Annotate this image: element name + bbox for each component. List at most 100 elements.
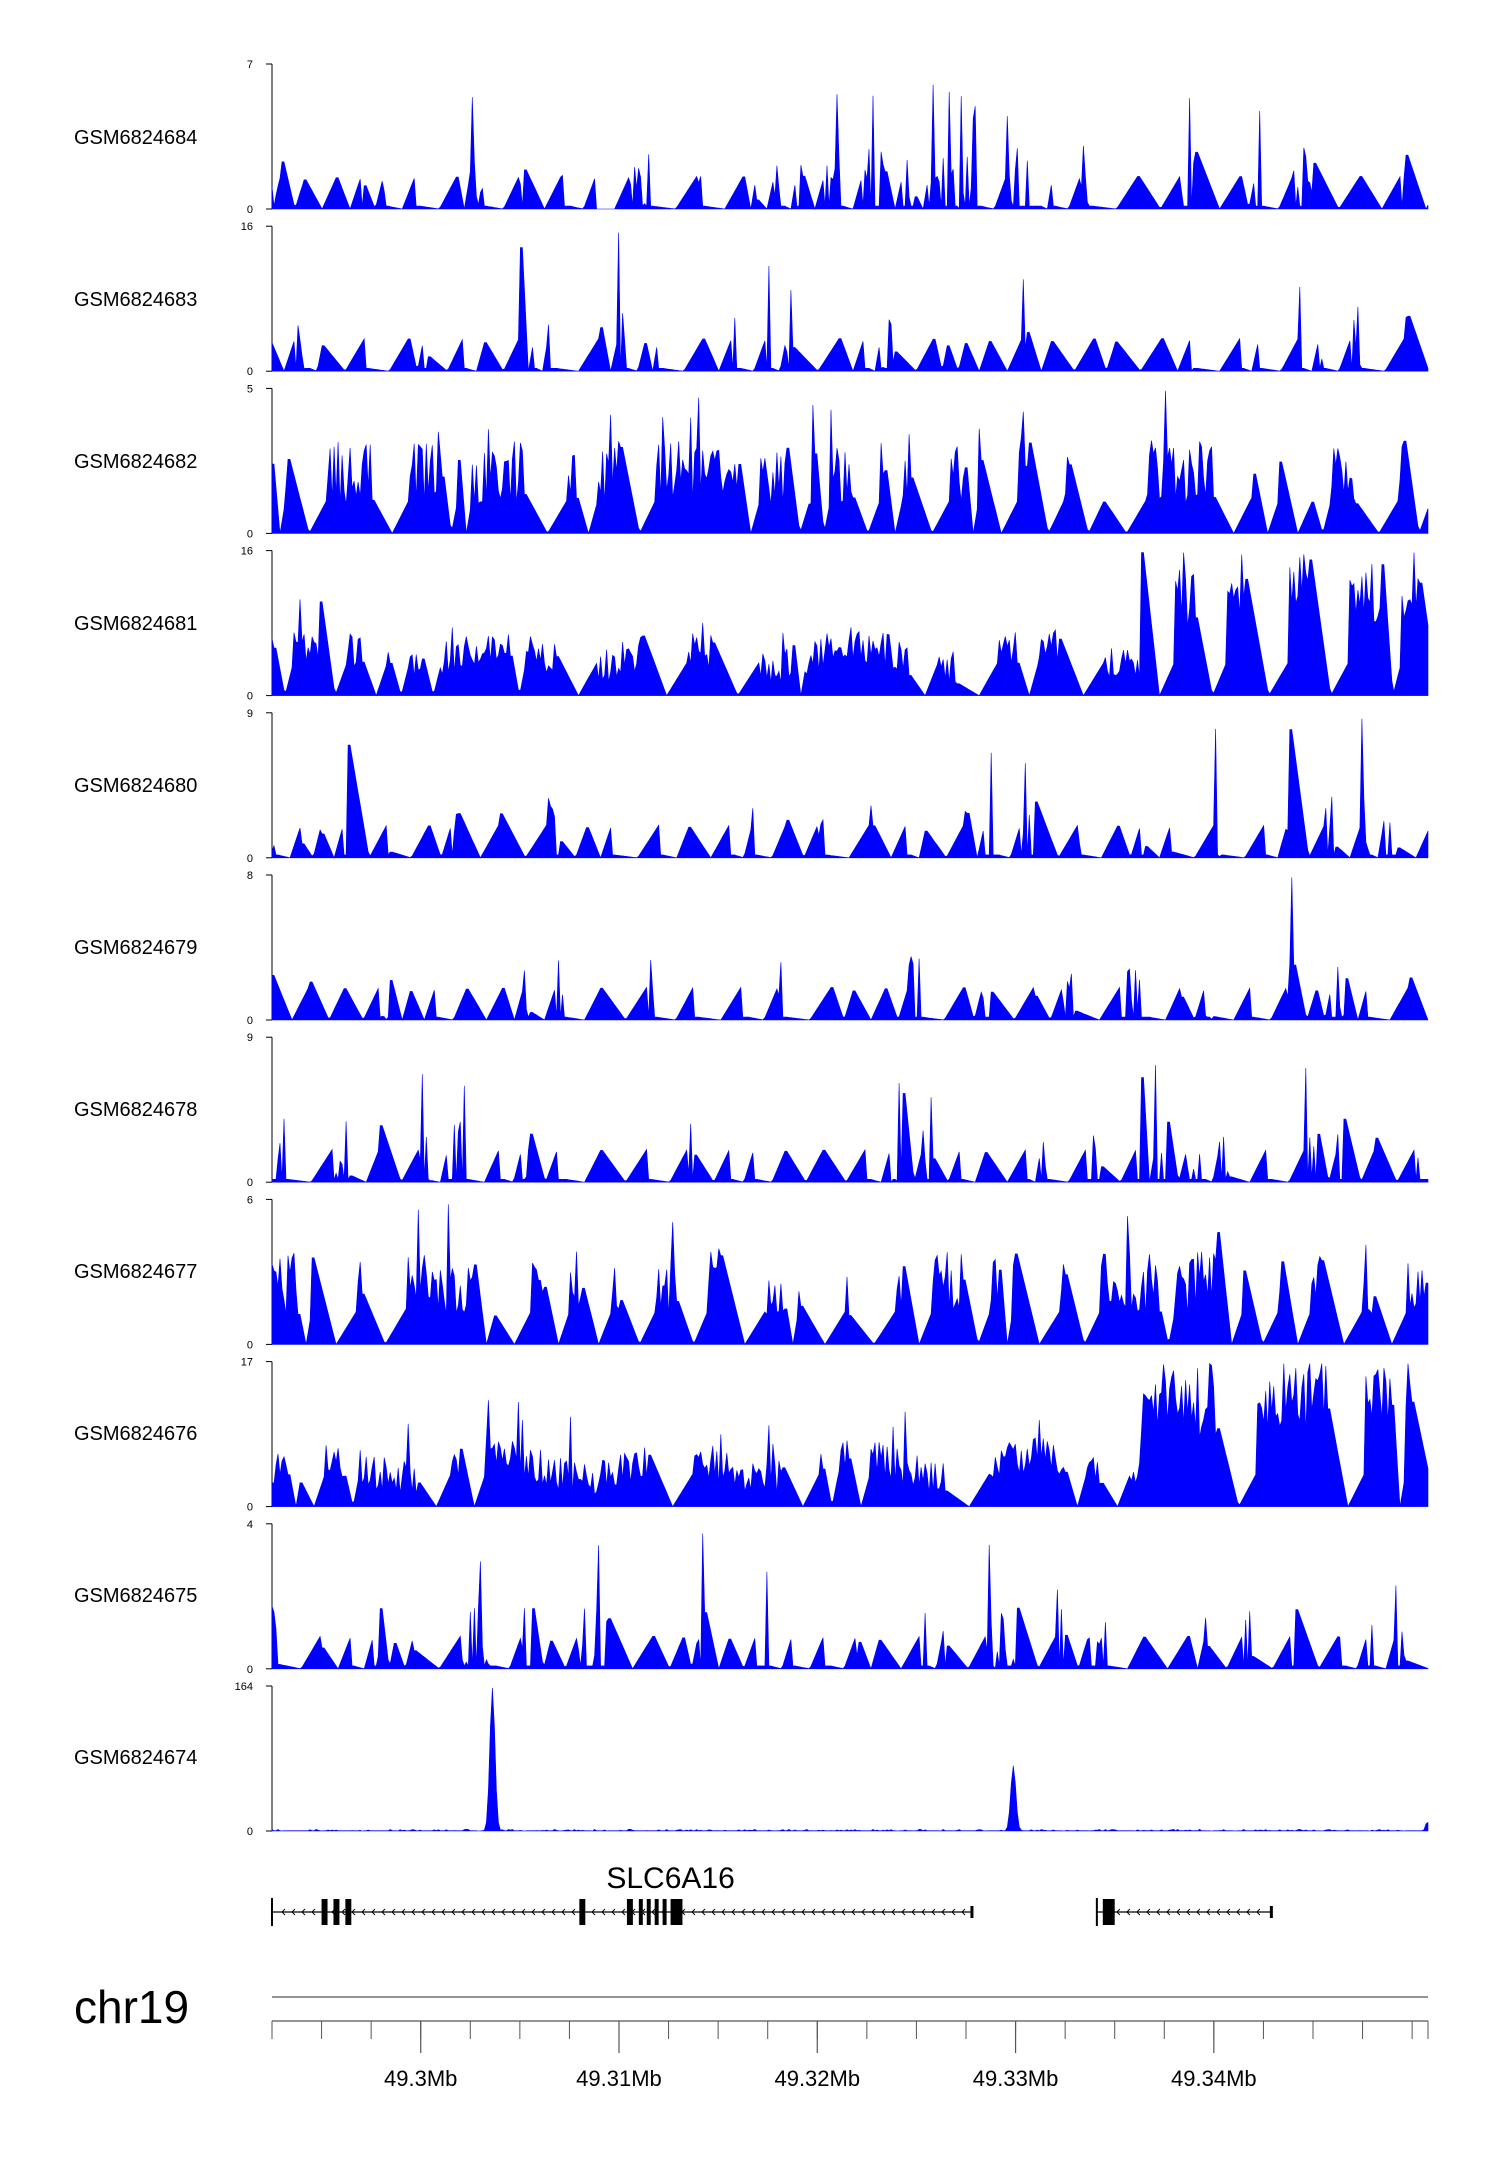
strand-chevron [831,1908,836,1916]
strand-chevron [391,1908,396,1916]
strand-chevron [1136,1908,1141,1916]
strand-chevron [621,1908,626,1916]
track-label: GSM6824675 [74,1585,198,1607]
exon-block [321,1899,328,1925]
axis-tick-label: 49.32Mb [774,2066,860,2091]
strand-chevron [1236,1908,1241,1916]
track-label: GSM6824680 [74,775,198,797]
strand-chevron [531,1908,536,1916]
strand-chevron [801,1908,806,1916]
strand-chevron [351,1908,356,1916]
strand-chevron [451,1908,456,1916]
strand-chevron [771,1908,776,1916]
strand-chevron [361,1908,366,1916]
strand-chevron [881,1908,886,1916]
strand-chevron [611,1908,616,1916]
gene-name-label: SLC6A16 [606,1862,734,1895]
signal-area-GSM6824674 [271,1687,1429,1832]
y-min-label: 0 [247,1177,253,1189]
strand-chevron [911,1908,916,1916]
exon-block [1102,1899,1115,1925]
strand-chevron [1226,1908,1231,1916]
strand-chevron [841,1908,846,1916]
axis-tick-label: 49.34Mb [1171,2066,1257,2091]
signal-area-GSM6824681 [271,552,1429,697]
strand-chevron [411,1908,416,1916]
exon-block [646,1899,651,1925]
strand-chevron [431,1908,436,1916]
axis-tick-label: 49.3Mb [384,2066,457,2091]
signal-area-GSM6824679 [271,877,1429,1022]
y-max-label: 8 [247,870,253,882]
strand-chevron [891,1908,896,1916]
y-max-label: 4 [247,1519,253,1531]
strand-chevron [851,1908,856,1916]
strand-chevron [591,1908,596,1916]
signal-area-GSM6824677 [271,1204,1429,1346]
exon-block [670,1899,683,1925]
signal-area-GSM6824676 [271,1362,1429,1508]
strand-chevron [1246,1908,1251,1916]
strand-chevron [961,1908,966,1916]
signal-area-GSM6824678 [271,1065,1429,1183]
signal-area-GSM6824675 [271,1533,1429,1670]
strand-chevron [421,1908,426,1916]
strand-chevron [691,1908,696,1916]
y-min-label: 0 [247,1664,253,1676]
strand-chevron [871,1908,876,1916]
strand-chevron [401,1908,406,1916]
strand-chevron [901,1908,906,1916]
signal-area-GSM6824680 [271,718,1429,859]
strand-chevron [381,1908,386,1916]
exon-block [654,1899,659,1925]
y-min-label: 0 [247,1015,253,1027]
y-max-label: 9 [247,1032,253,1044]
strand-chevron [491,1908,496,1916]
strand-chevron [931,1908,936,1916]
strand-chevron [541,1908,546,1916]
y-min-label: 0 [247,1826,253,1838]
chromosome-label: chr19 [74,1981,190,2033]
strand-chevron [721,1908,726,1916]
strand-chevron [511,1908,516,1916]
strand-chevron [441,1908,446,1916]
strand-chevron [561,1908,566,1916]
strand-chevron [471,1908,476,1916]
strand-chevron [481,1908,486,1916]
y-max-label: 17 [241,1357,253,1369]
track-label: GSM6824681 [74,613,198,635]
strand-chevron [761,1908,766,1916]
track-label: GSM6824676 [74,1423,198,1445]
strand-chevron [1206,1908,1211,1916]
strand-chevron [1186,1908,1191,1916]
strand-chevron [1216,1908,1221,1916]
y-min-label: 0 [247,366,253,378]
y-min-label: 0 [247,528,253,540]
axis-tick-label: 49.31Mb [576,2066,662,2091]
strand-chevron [1196,1908,1201,1916]
signal-area-GSM6824683 [271,232,1429,373]
y-max-label: 5 [247,383,253,395]
strand-chevron [1166,1908,1171,1916]
strand-chevron [461,1908,466,1916]
strand-chevron [341,1908,346,1916]
exon-block [638,1899,643,1925]
strand-chevron [921,1908,926,1916]
strand-chevron [1116,1908,1121,1916]
strand-chevron [521,1908,526,1916]
y-max-label: 16 [241,221,253,233]
strand-chevron [301,1908,306,1916]
y-min-label: 0 [247,853,253,865]
strand-chevron [861,1908,866,1916]
strand-chevron [651,1908,656,1916]
track-label: GSM6824684 [74,127,198,149]
track-label: GSM6824679 [74,937,198,959]
y-max-label: 16 [241,546,253,558]
strand-chevron [811,1908,816,1916]
strand-chevron [791,1908,796,1916]
strand-chevron [1156,1908,1161,1916]
strand-chevron [731,1908,736,1916]
strand-chevron [551,1908,556,1916]
